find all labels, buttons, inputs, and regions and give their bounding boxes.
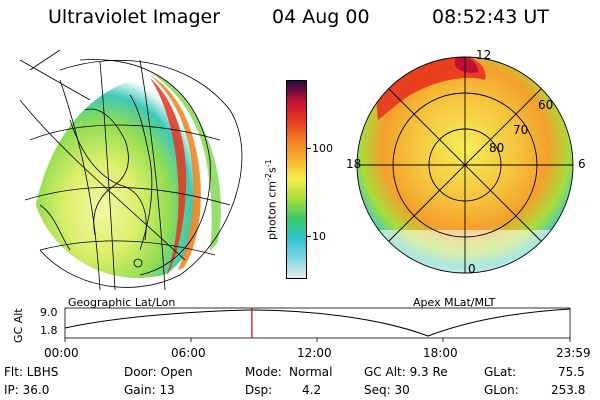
- mlt-polar-grid: [356, 56, 574, 274]
- aurora-oval-band: [150, 75, 201, 278]
- timeline-xtick-1800: 18:00: [423, 346, 458, 360]
- timeline-xtick-1200: 12:00: [297, 346, 332, 360]
- mode-label: Mode:: [245, 365, 282, 379]
- mlat-label-60: 60: [538, 98, 554, 112]
- filter-info: Flt: LBHS: [4, 365, 59, 379]
- left-panel-caption: Geographic Lat/Lon: [68, 296, 176, 309]
- glon-label: GLon:: [484, 383, 519, 397]
- mode-value: Normal: [289, 365, 333, 379]
- timeline-frame: [64, 307, 571, 339]
- aurora-oval-core: [150, 78, 187, 278]
- ip-info: IP: 36.0: [4, 383, 50, 397]
- colorbar: [286, 80, 307, 279]
- timeline-ytick-high: 9.0: [40, 306, 58, 319]
- mlat-label-80: 80: [489, 141, 505, 155]
- date-label: 04 Aug 00: [272, 6, 370, 28]
- colorbar-tick-100: 100: [312, 142, 333, 155]
- timeline-xtick-2359: 23:59: [556, 346, 591, 360]
- mlt-label-6: 6: [578, 157, 586, 171]
- mlt-label-12: 12: [476, 48, 492, 62]
- colorbar-tick-10: 10: [312, 230, 326, 243]
- mlt-label-0: 0: [468, 262, 476, 276]
- dsp-label: Dsp:: [245, 383, 273, 397]
- colorbar-tick-mark-100: [306, 148, 311, 149]
- colorbar-tick-mark-10: [306, 236, 311, 237]
- glon-value: 253.8: [551, 383, 586, 397]
- gcalt-info: GC Alt: 9.3 Re: [364, 365, 448, 379]
- glat-value: 75.5: [558, 365, 585, 379]
- timeline-ytick-low: 1.8: [40, 324, 58, 337]
- timeline-xtick-0600: 06:00: [171, 346, 206, 360]
- seq-info: Seq: 30: [364, 383, 410, 397]
- door-info: Door: Open: [124, 365, 193, 379]
- right-panel-caption: Apex MLat/MLT: [413, 296, 496, 309]
- altitude-curve: [64, 308, 571, 337]
- glat-label: GLat:: [484, 365, 517, 379]
- timeline-xtick-0000: 00:00: [44, 346, 79, 360]
- geographic-grid: [19, 49, 243, 291]
- timeline-x-ticks: [64, 338, 571, 342]
- dsp-value: 4.2: [302, 383, 322, 397]
- mlt-label-18: 18: [346, 157, 362, 171]
- mlat-label-70: 70: [513, 123, 529, 137]
- time-label: 08:52:43 UT: [432, 6, 549, 28]
- instrument-title: Ultraviolet Imager: [48, 6, 221, 28]
- gain-info: Gain: 13: [124, 383, 175, 397]
